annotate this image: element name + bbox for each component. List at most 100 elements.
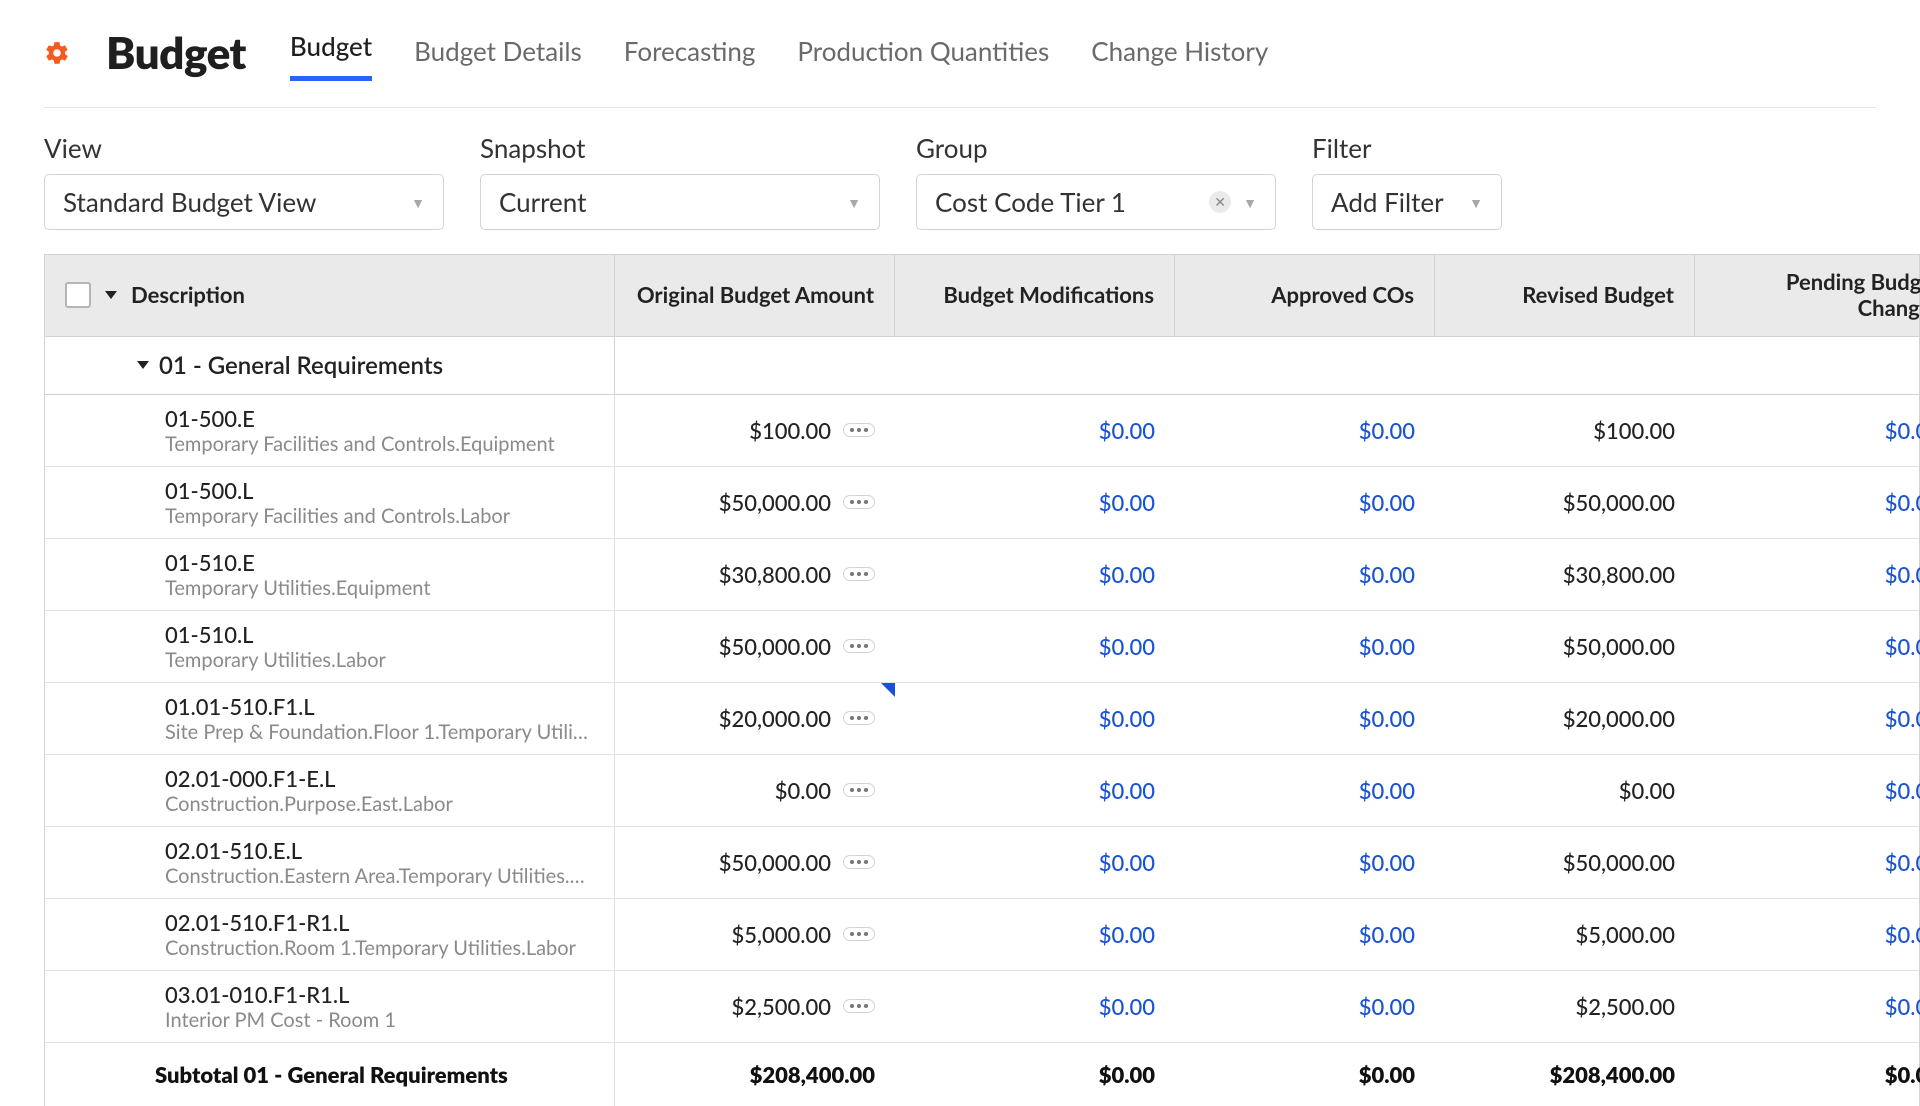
cell-budget-modifications[interactable]: $0.00 [895, 611, 1175, 682]
cost-subdesc: Construction.Eastern Area.Temporary Util… [165, 864, 594, 888]
row-actions-button[interactable] [843, 927, 875, 941]
chevron-down-icon: ▼ [847, 194, 861, 211]
table-row[interactable]: 01-510.E Temporary Utilities.Equipment $… [45, 539, 1919, 611]
cell-approved-cos[interactable]: $0.00 [1175, 611, 1435, 682]
add-filter-dropdown[interactable]: Add Filter ▼ [1312, 174, 1502, 230]
cell-budget-modifications[interactable]: $0.00 [895, 539, 1175, 610]
clear-group-icon[interactable]: ✕ [1209, 191, 1231, 213]
view-dropdown-value: Standard Budget View [63, 186, 316, 218]
col-approved-cos[interactable]: Approved COs [1175, 255, 1435, 336]
row-actions-button[interactable] [843, 711, 875, 725]
subtotal-label: Subtotal 01 - General Requirements [45, 1043, 615, 1106]
cell-budget-modifications[interactable]: $0.00 [895, 755, 1175, 826]
cell-budget-modifications[interactable]: $0.00 [895, 467, 1175, 538]
cell-revised-budget: $2,500.00 [1435, 971, 1695, 1042]
cost-code: 01-510.L [165, 621, 594, 648]
chevron-down-icon: ▼ [411, 194, 425, 211]
cost-code: 01-510.E [165, 549, 594, 576]
table-row[interactable]: 02.01-510.E.L Construction.Eastern Area.… [45, 827, 1919, 899]
settings-gear-icon[interactable] [44, 40, 70, 66]
col-revised-budget[interactable]: Revised Budget [1435, 255, 1695, 336]
cell-pending-changes[interactable]: $0.00 [1695, 971, 1920, 1042]
col-original-budget[interactable]: Original Budget Amount [615, 255, 895, 336]
cell-revised-budget: $20,000.00 [1435, 683, 1695, 754]
cell-revised-budget: $50,000.00 [1435, 827, 1695, 898]
cell-approved-cos[interactable]: $0.00 [1175, 467, 1435, 538]
note-indicator-icon[interactable] [881, 683, 895, 697]
cell-approved-cos[interactable]: $0.00 [1175, 683, 1435, 754]
cell-pending-changes[interactable]: $0.00 [1695, 683, 1920, 754]
col-description[interactable]: Description [45, 255, 615, 336]
row-actions-button[interactable] [843, 639, 875, 653]
chevron-down-icon: ▼ [1469, 194, 1483, 211]
cell-pending-changes[interactable]: $0.00 [1695, 611, 1920, 682]
table-row[interactable]: 03.01-010.F1-R1.L Interior PM Cost - Roo… [45, 971, 1919, 1043]
cell-revised-budget: $50,000.00 [1435, 467, 1695, 538]
tab-forecasting[interactable]: Forecasting [624, 25, 756, 81]
cell-pending-changes[interactable]: $0.00 [1695, 539, 1920, 610]
cell-approved-cos[interactable]: $0.00 [1175, 395, 1435, 466]
table-row[interactable]: 02.01-000.F1-E.L Construction.Purpose.Ea… [45, 755, 1919, 827]
chevron-down-icon: ▼ [1243, 194, 1257, 211]
cell-approved-cos[interactable]: $0.00 [1175, 971, 1435, 1042]
snapshot-dropdown[interactable]: Current ▼ [480, 174, 880, 230]
table-row[interactable]: 02.01-510.F1-R1.L Construction.Room 1.Te… [45, 899, 1919, 971]
cell-original-budget: $20,000.00 [615, 683, 895, 754]
cell-original-budget: $50,000.00 [615, 467, 895, 538]
cell-pending-changes[interactable]: $0.00 [1695, 395, 1920, 466]
table-row[interactable]: 01-500.L Temporary Facilities and Contro… [45, 467, 1919, 539]
cell-approved-cos[interactable]: $0.00 [1175, 539, 1435, 610]
row-actions-button[interactable] [843, 495, 875, 509]
row-actions-button[interactable] [843, 855, 875, 869]
row-actions-button[interactable] [843, 423, 875, 437]
chevron-down-icon [137, 361, 149, 369]
group-dropdown[interactable]: Cost Code Tier 1 ✕ ▼ [916, 174, 1276, 230]
chevron-down-icon [105, 291, 117, 299]
view-dropdown[interactable]: Standard Budget View ▼ [44, 174, 444, 230]
budget-table: Description Original Budget Amount Budge… [44, 254, 1920, 1106]
cell-budget-modifications[interactable]: $0.00 [895, 683, 1175, 754]
add-filter-value: Add Filter [1331, 186, 1444, 218]
cell-description: 01-510.E Temporary Utilities.Equipment [45, 539, 615, 610]
cell-budget-modifications[interactable]: $0.00 [895, 827, 1175, 898]
page-title: Budget [106, 27, 246, 79]
select-all-checkbox[interactable] [65, 282, 91, 308]
cell-description: 02.01-000.F1-E.L Construction.Purpose.Ea… [45, 755, 615, 826]
cost-code: 02.01-510.F1-R1.L [165, 909, 594, 936]
cost-code: 01.01-510.F1.L [165, 693, 594, 720]
cell-pending-changes[interactable]: $0.00 [1695, 755, 1920, 826]
subtotal-cos: $0.00 [1175, 1043, 1435, 1106]
cell-budget-modifications[interactable]: $0.00 [895, 971, 1175, 1042]
table-row[interactable]: 01.01-510.F1.L Site Prep & Foundation.Fl… [45, 683, 1919, 755]
table-row[interactable]: 01-500.E Temporary Facilities and Contro… [45, 395, 1919, 467]
subtotal-original: $208,400.00 [615, 1043, 895, 1106]
cell-approved-cos[interactable]: $0.00 [1175, 899, 1435, 970]
col-pending-changes[interactable]: Pending Budget Changes [1695, 255, 1920, 336]
cell-approved-cos[interactable]: $0.00 [1175, 755, 1435, 826]
cost-subdesc: Construction.Room 1.Temporary Utilities.… [165, 936, 594, 960]
cell-approved-cos[interactable]: $0.00 [1175, 827, 1435, 898]
group-header-row[interactable]: 01 - General Requirements [45, 337, 1919, 395]
cell-pending-changes[interactable]: $0.00 [1695, 899, 1920, 970]
cell-description: 01-500.E Temporary Facilities and Contro… [45, 395, 615, 466]
tab-budget[interactable]: Budget [290, 20, 372, 81]
cell-revised-budget: $50,000.00 [1435, 611, 1695, 682]
snapshot-label: Snapshot [480, 132, 880, 164]
cost-subdesc: Temporary Facilities and Controls.Equipm… [165, 432, 594, 456]
tab-budget-details[interactable]: Budget Details [414, 25, 582, 81]
cost-subdesc: Temporary Utilities.Equipment [165, 576, 594, 600]
cell-budget-modifications[interactable]: $0.00 [895, 899, 1175, 970]
tab-production-quantities[interactable]: Production Quantities [797, 25, 1049, 81]
col-budget-modifications[interactable]: Budget Modifications [895, 255, 1175, 336]
subtotal-revised: $208,400.00 [1435, 1043, 1695, 1106]
cell-revised-budget: $0.00 [1435, 755, 1695, 826]
filter-label: Filter [1312, 132, 1502, 164]
row-actions-button[interactable] [843, 567, 875, 581]
tab-change-history[interactable]: Change History [1091, 25, 1268, 81]
row-actions-button[interactable] [843, 999, 875, 1013]
table-row[interactable]: 01-510.L Temporary Utilities.Labor $50,0… [45, 611, 1919, 683]
row-actions-button[interactable] [843, 783, 875, 797]
cell-pending-changes[interactable]: $0.00 [1695, 467, 1920, 538]
cell-pending-changes[interactable]: $0.00 [1695, 827, 1920, 898]
cell-budget-modifications[interactable]: $0.00 [895, 395, 1175, 466]
